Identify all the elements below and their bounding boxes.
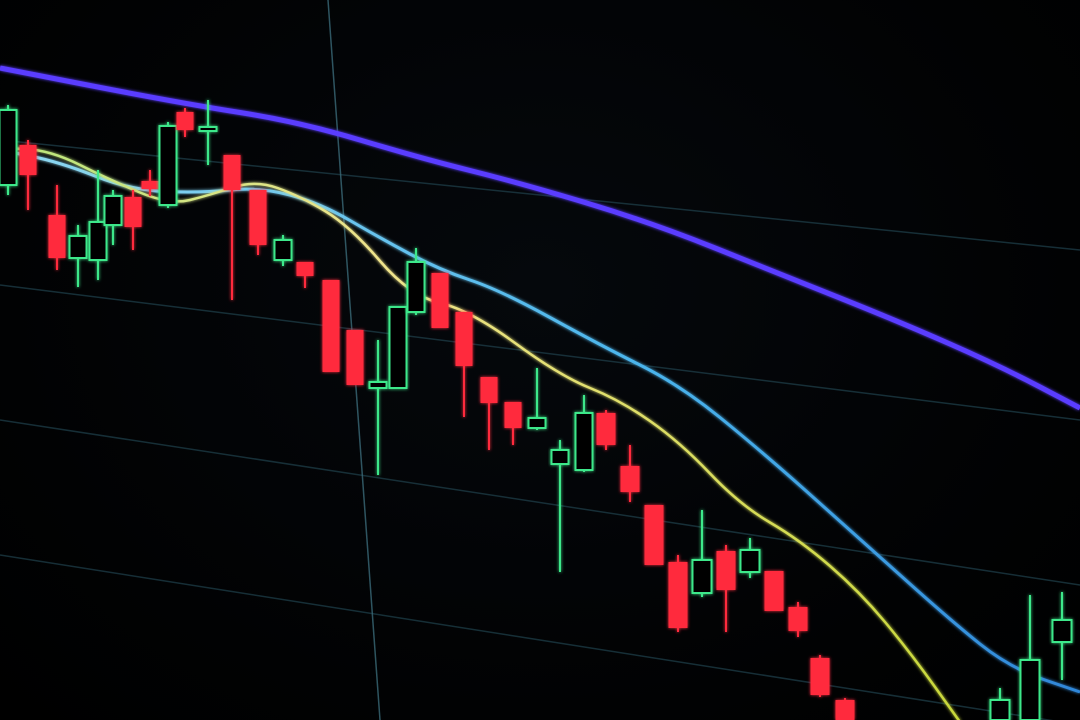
candle-body [124,197,142,227]
candle-bullish [0,105,18,195]
candles [0,100,1073,720]
candle-bearish [455,312,473,417]
candle-body [431,273,449,328]
candle-bearish [764,571,784,611]
moving-average-short [0,146,961,720]
candle-bearish [480,377,498,450]
candle-bullish [388,306,408,389]
candle-body [103,195,123,226]
candle-bullish [739,538,761,578]
candle-body [1019,659,1041,720]
candle-bearish [716,545,736,632]
candle-bullish [1051,592,1073,680]
candle-body [198,126,218,132]
candle-bullish [574,395,594,472]
candle-body [68,235,88,259]
candle-body [574,412,594,471]
candle-body [835,700,855,720]
candle-body [322,280,340,372]
candle-bullish [103,190,123,245]
candle-bullish [273,235,293,266]
candle-bearish [644,505,664,565]
candle-body [19,145,37,175]
candle-bullish [368,340,388,475]
candle-bearish [788,602,808,637]
gridline-horizontal [0,139,1080,251]
candle-bullish [198,100,218,165]
candle-body [739,549,761,573]
candle-bearish [249,190,267,255]
candle-body [455,312,473,366]
candle-body [0,109,18,186]
candle-bullish [1019,595,1041,720]
candle-body [346,330,364,385]
candle-bearish [810,655,830,697]
candle-bearish [124,190,142,250]
moving-average-long [0,65,1080,411]
candle-body [88,221,108,261]
candle-bearish [346,330,364,385]
candle-body [48,215,66,258]
candle-body [788,607,808,631]
candle-body [223,155,241,190]
candle-body [249,190,267,245]
gridline-horizontal [0,284,1080,421]
gridline-horizontal [0,419,1080,586]
candle-bearish [176,108,194,137]
candle-bullish [88,170,108,280]
candle-body [176,112,194,130]
candle-body [644,505,664,565]
candle-body [691,559,713,594]
candle-bearish [48,185,66,270]
candle-body [550,449,570,465]
candle-bearish [620,445,640,502]
candle-body [620,466,640,492]
candle-bearish [835,698,855,720]
candle-bearish [296,262,314,288]
candle-bearish [19,140,37,210]
candle-body [989,699,1011,720]
candle-body [527,417,547,429]
candle-bearish [431,273,449,328]
candle-body [764,571,784,611]
candle-body [596,413,616,445]
candle-bullish [989,688,1011,720]
candle-bearish [596,410,616,450]
candle-body [141,181,159,189]
candle-bearish [141,170,159,196]
candle-body [388,306,408,389]
candle-body [368,381,388,389]
candle-body [668,562,688,628]
gridline-horizontal [0,554,1054,720]
candle-body [158,125,178,206]
candle-bullish [158,122,178,208]
candle-bullish [406,248,426,315]
candle-bullish [68,225,88,287]
candle-bearish [322,280,340,372]
candle-body [273,239,293,261]
candle-bullish [527,368,547,430]
candle-body [406,261,426,313]
candle-bearish [668,555,688,632]
candle-body [1051,619,1073,643]
candle-bearish [504,402,522,445]
candle-body [480,377,498,403]
candle-bullish [691,510,713,597]
candle-body [504,402,522,428]
candle-body [810,658,830,695]
candle-bullish [550,440,570,572]
candle-body [296,262,314,276]
candle-body [716,551,736,590]
candle-bearish [223,155,241,300]
